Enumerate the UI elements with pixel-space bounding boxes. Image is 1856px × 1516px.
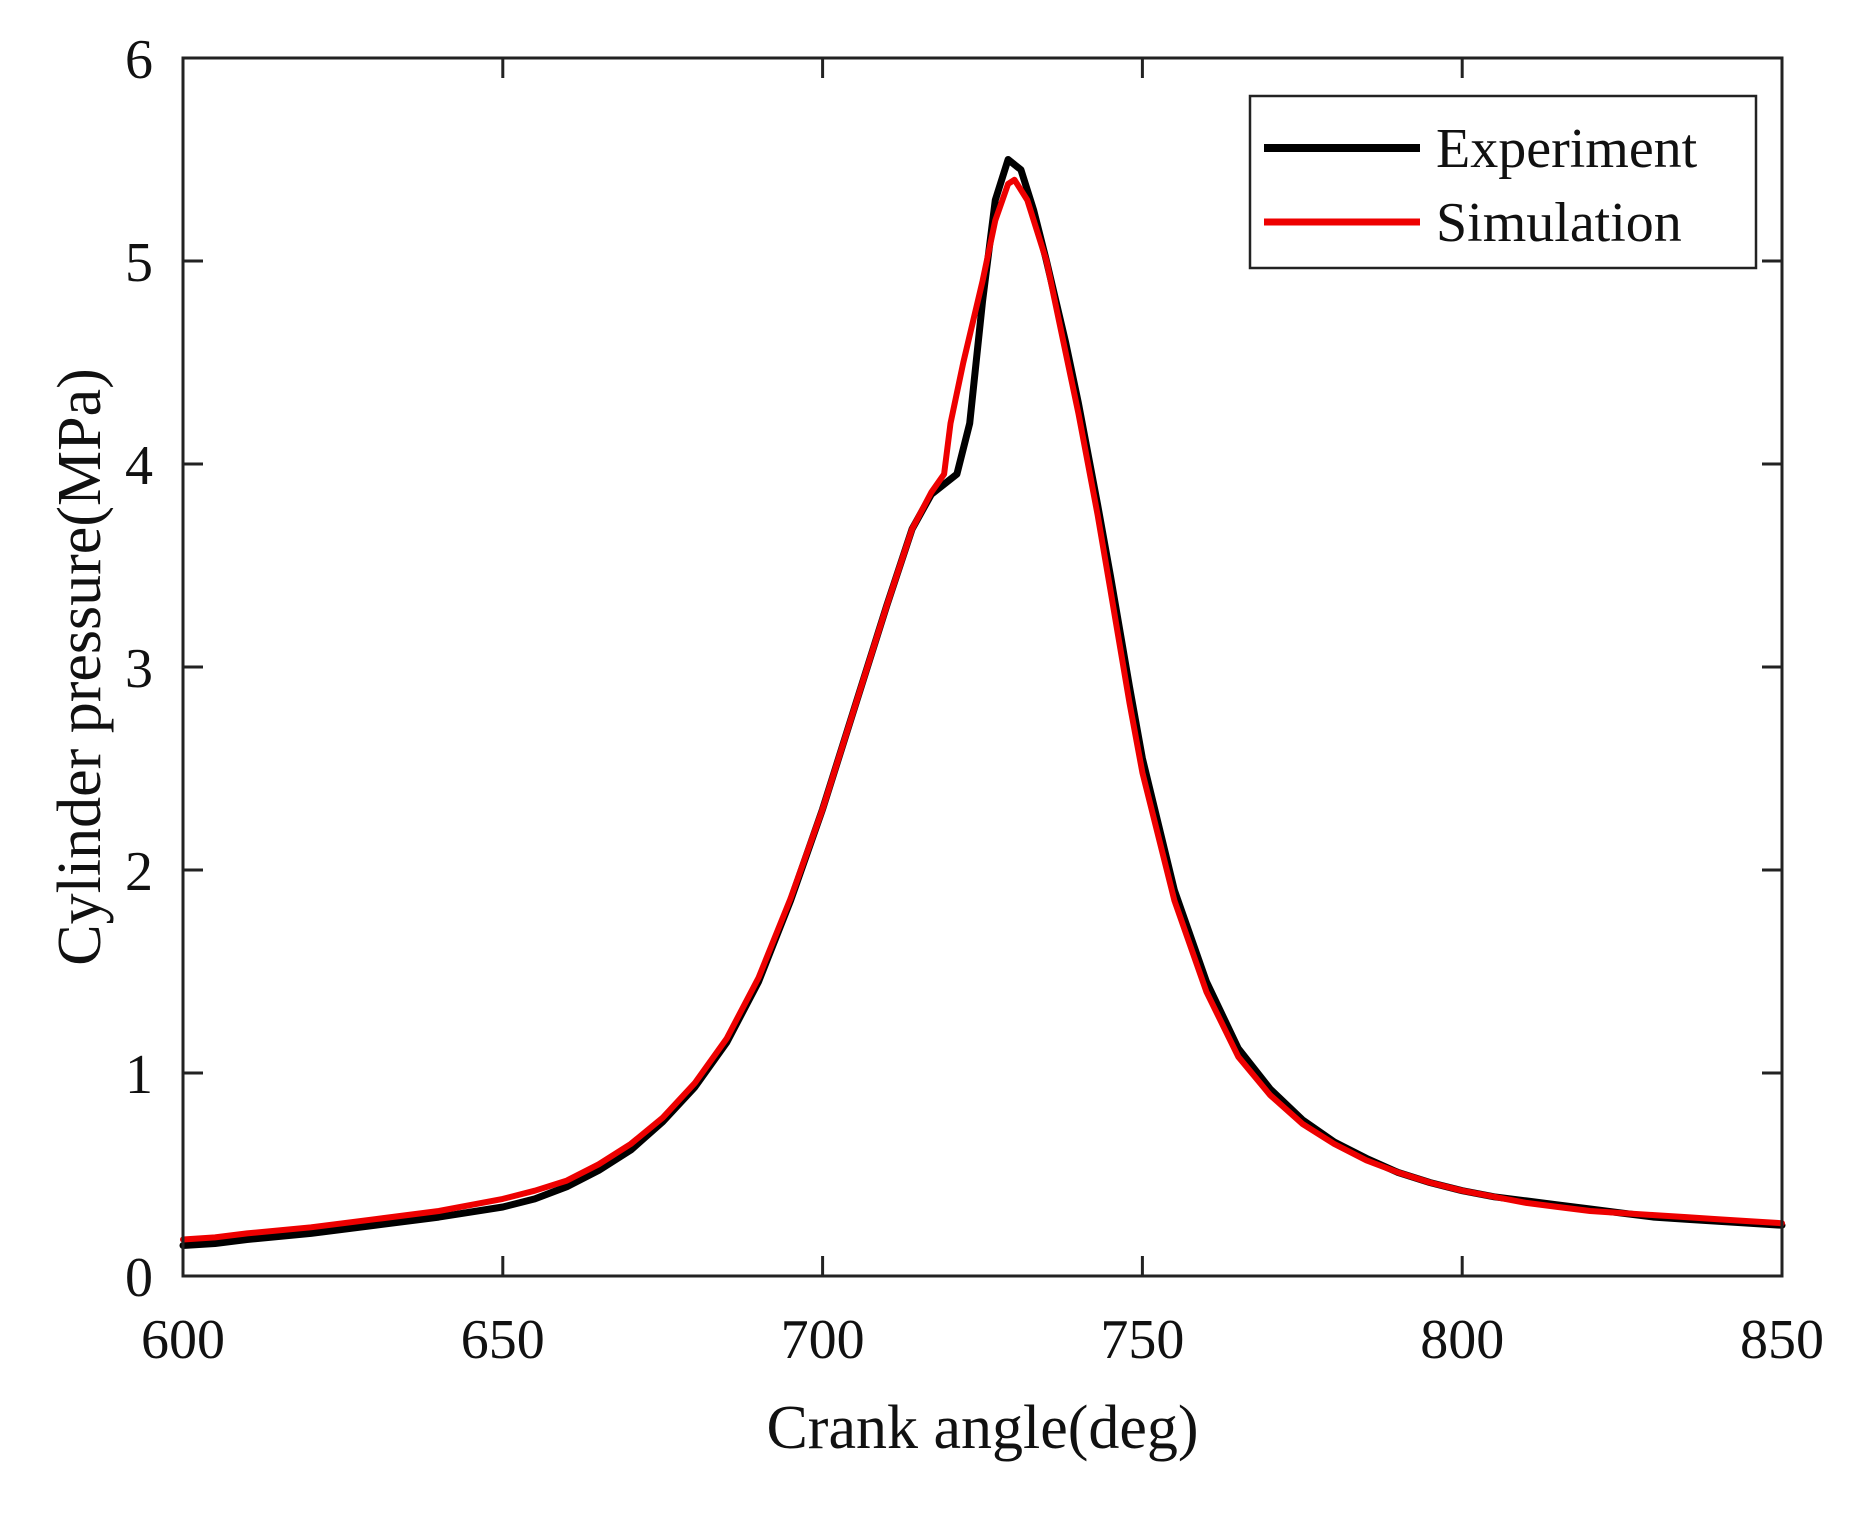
- y-tick-label: 0: [125, 1247, 153, 1309]
- y-axis-title: Cylinder pressure(MPa): [46, 368, 114, 965]
- x-axis-title: Crank angle(deg): [766, 1394, 1198, 1462]
- x-tick-label: 700: [781, 1309, 865, 1371]
- x-tick-label: 800: [1420, 1309, 1504, 1371]
- series-layer: [179, 156, 1786, 1249]
- y-tick-label: 6: [125, 29, 153, 91]
- x-tick-label: 650: [461, 1309, 545, 1371]
- y-tick-label: 2: [125, 841, 153, 903]
- x-tick-label: 600: [141, 1309, 225, 1371]
- x-tick-label: 750: [1100, 1309, 1184, 1371]
- legend-box: [1248, 94, 1758, 270]
- legend: Experiment Simulation: [1248, 94, 1758, 270]
- ticks-layer: 600 650 700 750 800 850 0 1 2 3 4 5 6: [125, 29, 1824, 1371]
- series-line-simulation: [180, 176, 1785, 1243]
- y-tick-label: 3: [125, 638, 153, 700]
- y-tick-label: 5: [125, 232, 153, 294]
- plot-area-frame: [181, 56, 1784, 1278]
- y-tick-label: 1: [125, 1044, 153, 1106]
- legend-label-experiment: Experiment: [1436, 118, 1698, 180]
- legend-label-simulation: Simulation: [1436, 192, 1682, 254]
- x-tick-label: 850: [1740, 1309, 1824, 1371]
- y-tick-label: 4: [125, 435, 153, 497]
